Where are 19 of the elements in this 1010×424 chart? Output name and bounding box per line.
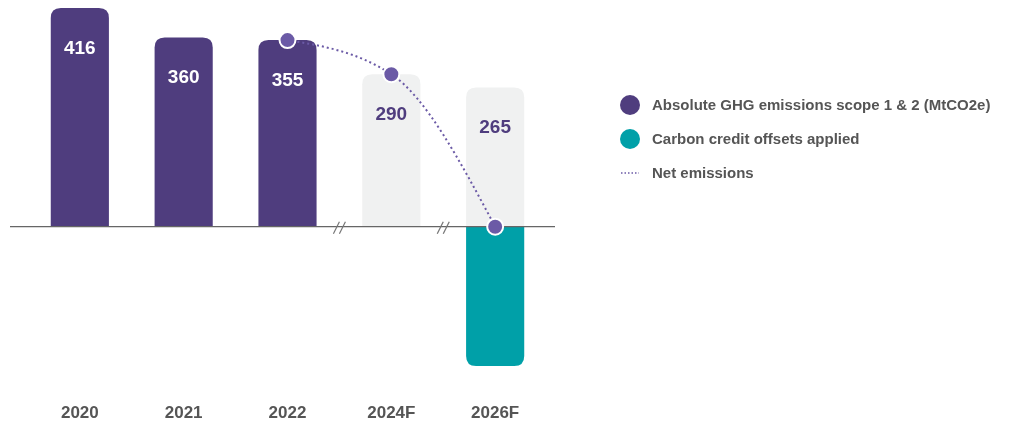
bar	[258, 40, 317, 227]
x-tick-label: 2022	[268, 403, 307, 422]
data-label: 290	[375, 103, 408, 125]
data-label: 265	[479, 116, 512, 138]
x-tick-label: 2026F	[471, 403, 520, 422]
bar	[466, 87, 525, 227]
x-tick-label: 2021	[164, 403, 203, 422]
bar	[362, 74, 421, 227]
bar	[154, 37, 213, 227]
bar	[466, 226, 525, 366]
legend-label: Carbon credit offsets applied	[652, 130, 860, 147]
legend-label: Net emissions	[652, 164, 754, 181]
data-label: 360	[167, 66, 200, 88]
data-label: 355	[271, 69, 304, 91]
x-tick-label: 2020	[60, 403, 99, 422]
legend-label: Absolute GHG emissions scope 1 & 2 (MtCO2e)	[652, 96, 991, 113]
x-tick-label: 2024F	[367, 403, 416, 422]
bar	[50, 8, 109, 227]
data-label: 416	[63, 37, 96, 58]
